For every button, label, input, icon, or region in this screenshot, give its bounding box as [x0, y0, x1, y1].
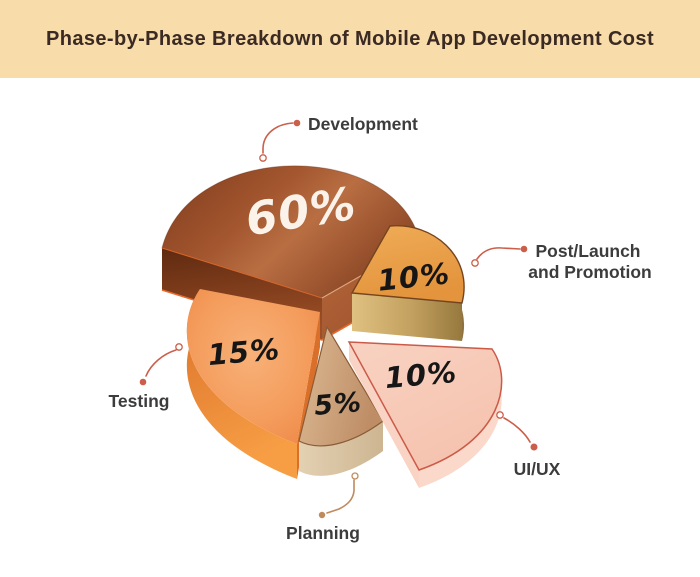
development-face — [161, 165, 421, 299]
post-launch-side-bottom — [352, 293, 462, 341]
slice-uiux: 10% — [347, 341, 503, 488]
testing-value: 15% — [206, 332, 281, 372]
planning-face — [298, 325, 384, 447]
uiux-side-bottom — [349, 342, 419, 488]
uiux-value: 10% — [383, 355, 458, 395]
slice-planning: 5% — [298, 325, 384, 476]
post-launch-label-line2: and Promotion — [528, 262, 651, 282]
callout-development: Development — [259, 114, 418, 162]
planning-leader-ring — [351, 472, 359, 480]
callout-planning: Planning — [286, 472, 360, 543]
development-edge-highlight-left — [161, 247, 323, 299]
post-launch-leader-ring — [471, 259, 479, 267]
callout-post-launch: Post/Launch and Promotion — [471, 241, 652, 282]
development-leader-dot — [293, 119, 301, 127]
page-title: Phase-by-Phase Breakdown of Mobile App D… — [45, 27, 655, 50]
development-leader-line — [262, 122, 294, 154]
uiux-leader-dot — [530, 443, 538, 451]
planning-label: Planning — [286, 523, 360, 543]
post-launch-leader-dot — [520, 245, 528, 253]
slice-post-launch: 10% — [350, 225, 465, 341]
testing-face — [186, 289, 320, 444]
callout-uiux: UI/UX — [496, 411, 561, 479]
post-launch-leader-line — [476, 247, 521, 260]
testing-leader-ring — [175, 343, 183, 351]
uiux-label: UI/UX — [514, 459, 561, 479]
planning-value: 5% — [313, 387, 363, 422]
development-leader-ring — [259, 154, 267, 162]
planning-leader-line — [326, 479, 355, 514]
testing-leader-line — [145, 349, 177, 377]
post-launch-face — [350, 225, 465, 304]
testing-label: Testing — [109, 391, 170, 411]
testing-leader-dot — [139, 378, 147, 386]
slice-testing: 15% — [186, 289, 320, 479]
callout-testing: Testing — [109, 343, 183, 411]
uiux-leader-line — [503, 417, 531, 443]
post-launch-label-line1: Post/Launch — [535, 241, 640, 261]
uiux-face — [347, 341, 503, 471]
pie-chart: 60% 10% 15% 5% 10% — [109, 114, 652, 543]
uiux-leader-ring — [496, 411, 504, 419]
post-launch-value: 10% — [376, 256, 452, 297]
title-bar: Phase-by-Phase Breakdown of Mobile App D… — [0, 0, 700, 78]
development-label: Development — [308, 114, 418, 134]
planning-leader-dot — [318, 511, 326, 519]
